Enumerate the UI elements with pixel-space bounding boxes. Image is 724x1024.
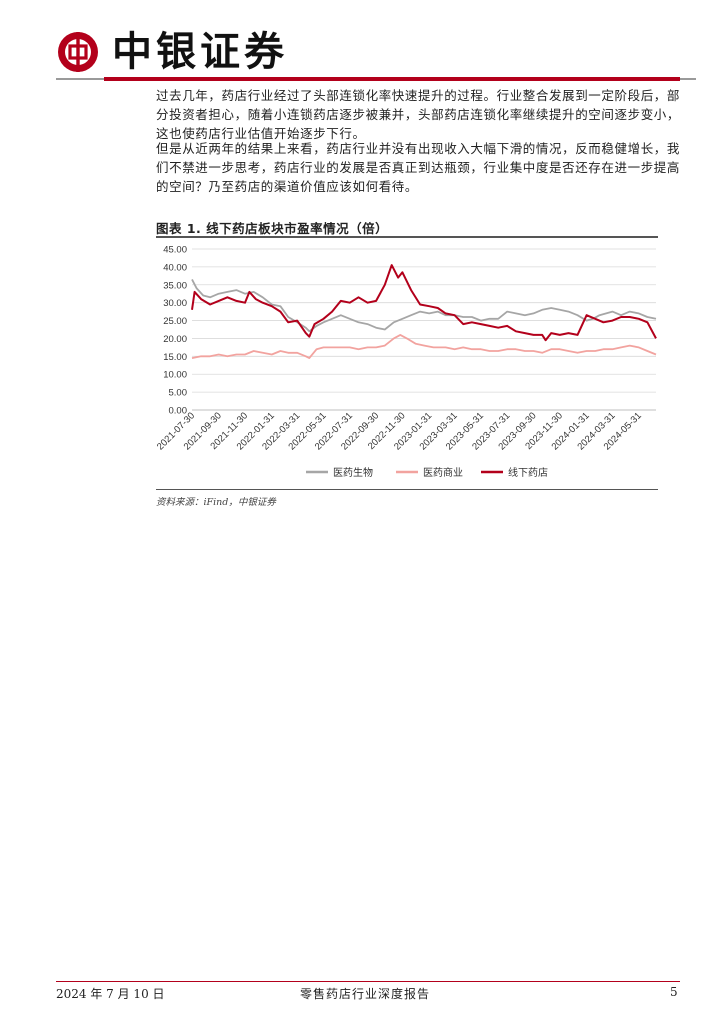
figure-title: 图表 1. 线下药店板块市盈率情况（倍） [156,221,389,236]
footer-date: 2024 年 7 月 10 日 [56,987,165,1001]
bank-of-china-logo-icon [58,32,98,72]
y-tick-label: 30.00 [163,298,187,309]
pe-ratio-line-chart: 45.00 40.00 35.00 30.00 25.00 20.00 15.00 10.00… [156,245,657,479]
body-paragraph-1: 过去几年，药店行业经过了头部连锁化率快速提升的过程。行业整合发展到一定阶段后，部… [156,88,681,141]
y-tick-label: 20.00 [163,334,187,345]
body-paragraph-2: 但是从近两年的结果上来看，药店行业并没有出现收入大幅下滑的情况，反而稳健增长，我… [156,141,681,194]
figure-bottom-rule [156,489,658,490]
y-tick-label: 10.00 [163,370,187,381]
y-tick-label: 40.00 [163,262,187,273]
series-line-3 [191,264,657,342]
y-tick-label: 35.00 [163,280,187,291]
figure-top-rule [156,236,658,238]
figure-source: 资料来源：iFind，中银证券 [156,497,276,508]
y-tick-label: 5.00 [169,388,188,399]
series-line-1 [191,278,657,333]
page-header: 中银证券 [0,0,724,84]
y-tick-label: 45.00 [163,245,187,256]
y-tick-label: 15.00 [163,352,187,363]
page-number: 5 [670,985,678,999]
footer-title: 零售药店行业深度报告 [300,987,431,1001]
footer-rule [56,981,680,982]
legend-label: 医药商业 [423,466,463,479]
legend-label: 医药生物 [333,466,373,479]
brand-name: 中银证券 [112,29,288,75]
header-rule-red [104,77,680,81]
legend-label: 线下药店 [508,466,548,479]
y-tick-label: 25.00 [163,316,187,327]
y-tick-label: 0.00 [169,406,188,417]
series-line-2 [191,334,657,359]
